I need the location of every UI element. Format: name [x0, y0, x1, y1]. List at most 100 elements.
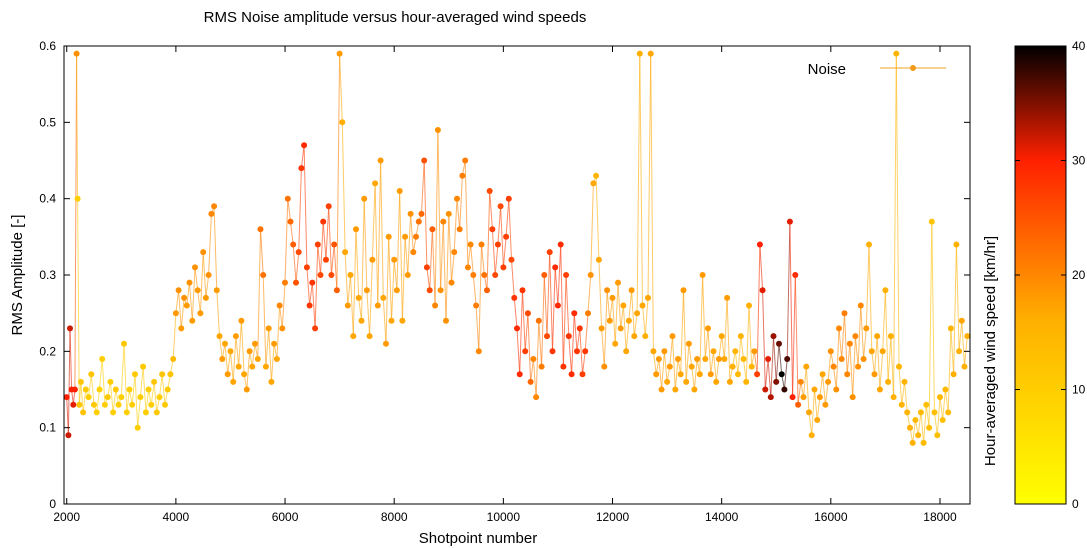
series-segment — [612, 297, 616, 344]
series-segment — [805, 366, 810, 413]
series-segment — [494, 244, 499, 276]
series-segment — [702, 274, 706, 360]
data-point — [303, 264, 310, 271]
series-segment — [901, 381, 905, 405]
data-point — [655, 356, 662, 362]
data-point — [148, 401, 155, 408]
series-segment — [371, 183, 376, 260]
y-tick-label: 0.3 — [39, 268, 56, 282]
series-segment — [633, 313, 638, 337]
series-segment — [541, 274, 545, 367]
data-point — [756, 241, 763, 248]
series-segment — [320, 221, 324, 276]
data-point — [418, 210, 425, 217]
data-point — [254, 356, 261, 362]
y-tick-label: 0.6 — [39, 39, 56, 53]
data-point — [301, 142, 308, 149]
data-point — [336, 50, 343, 57]
series-segment — [647, 53, 652, 298]
series-segment — [90, 374, 95, 405]
data-point — [664, 378, 671, 385]
series-segment — [693, 358, 698, 390]
series-segment — [723, 297, 728, 360]
data-point — [314, 241, 321, 248]
data-point — [451, 249, 458, 256]
data-point — [107, 378, 114, 385]
data-point — [486, 188, 493, 194]
series-segment — [672, 336, 676, 390]
data-point — [492, 272, 499, 278]
data-point — [661, 348, 668, 355]
data-point — [931, 409, 938, 416]
series-segment — [625, 320, 630, 352]
data-point — [153, 409, 160, 416]
series-segment — [609, 297, 613, 321]
series-segment — [227, 351, 231, 375]
series-segment — [257, 229, 261, 360]
series-segment — [603, 290, 608, 367]
series-segment — [942, 389, 946, 421]
data-point — [110, 409, 117, 416]
data-point — [70, 401, 77, 408]
data-point — [743, 378, 750, 385]
series-segment — [453, 198, 458, 253]
series-segment — [464, 160, 469, 268]
data-point — [598, 325, 605, 332]
series-segment — [519, 290, 523, 375]
data-point — [563, 272, 570, 278]
data-point — [909, 439, 916, 446]
data-point — [871, 371, 878, 378]
series-segment — [912, 419, 916, 443]
series-segment — [773, 336, 777, 382]
data-point — [876, 386, 883, 393]
series-segment — [352, 229, 357, 337]
data-point — [76, 401, 83, 408]
data-point — [467, 241, 474, 248]
series-segment — [448, 213, 452, 283]
series-segment — [431, 229, 436, 306]
data-point — [893, 50, 900, 57]
series-segment — [893, 53, 897, 398]
data-point — [653, 371, 660, 378]
data-point — [325, 203, 332, 210]
series-segment — [936, 397, 941, 436]
data-point — [317, 272, 324, 278]
series-segment — [369, 259, 373, 337]
series-segment — [753, 351, 758, 375]
data-point — [205, 272, 212, 278]
series-segment — [290, 221, 294, 245]
series-segment — [404, 236, 409, 276]
series-segment — [904, 381, 908, 413]
data-point — [238, 317, 245, 324]
series-segment — [262, 274, 267, 367]
data-point — [271, 340, 278, 347]
y-tick-label: 0.5 — [39, 115, 56, 129]
series-segment — [874, 336, 878, 375]
series-segment — [822, 374, 826, 405]
series-segment — [437, 129, 442, 291]
data-point — [942, 386, 949, 393]
series-segment — [186, 282, 190, 306]
data-point — [724, 294, 731, 301]
data-point — [560, 363, 567, 370]
series-segment — [552, 267, 556, 352]
data-point — [833, 386, 840, 393]
data-point — [413, 233, 419, 240]
series-segment — [434, 129, 439, 306]
data-point — [527, 378, 534, 385]
series-segment — [276, 305, 281, 360]
data-point — [658, 386, 665, 393]
series-segment — [172, 313, 177, 360]
data-point — [620, 302, 627, 309]
data-point — [576, 325, 583, 332]
data-point — [609, 294, 616, 301]
series-segment — [199, 252, 204, 314]
series-segment — [341, 122, 346, 253]
series-segment — [513, 297, 518, 329]
series-segment — [811, 389, 815, 436]
series-segment — [546, 252, 551, 337]
series-segment — [396, 190, 401, 291]
data-point — [235, 363, 242, 370]
series-segment — [601, 328, 605, 367]
series-segment — [549, 252, 553, 352]
